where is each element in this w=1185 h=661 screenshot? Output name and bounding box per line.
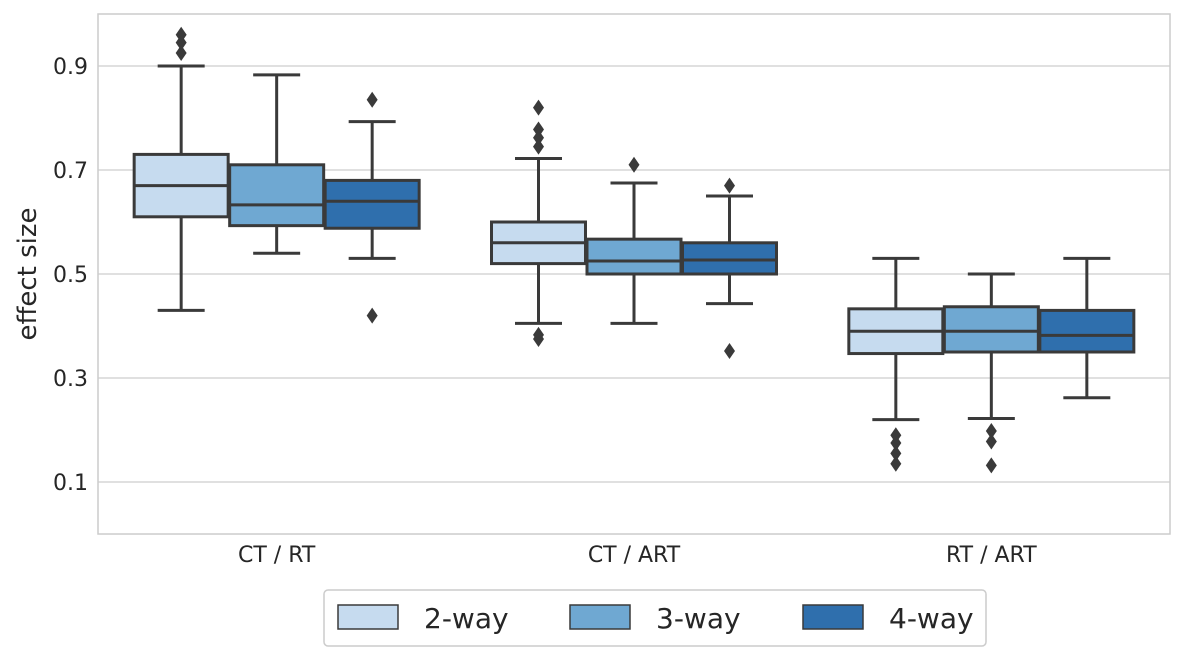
- y-tick-label: 0.1: [53, 471, 88, 496]
- outlier-point: [985, 433, 997, 450]
- legend-label: 2-way: [424, 602, 509, 635]
- outlier-point: [890, 445, 902, 462]
- box-group: [681, 177, 778, 359]
- outlier-point: [533, 121, 544, 138]
- plot-area-frame: [97, 13, 1171, 535]
- outlier-point: [985, 457, 997, 474]
- outlier-point: [724, 177, 735, 194]
- outlier-point: [366, 91, 378, 108]
- outlier-point: [628, 156, 640, 173]
- legend-swatch: [802, 604, 864, 630]
- y-axis-label: effect size: [13, 207, 43, 340]
- y-tick-label: 0.9: [53, 55, 88, 80]
- outlier-point: [175, 26, 187, 43]
- box-group: [132, 26, 230, 312]
- outlier-point: [890, 427, 902, 444]
- box-group: [942, 272, 1040, 474]
- legend: 2-way 3-way 4-way: [323, 589, 987, 647]
- y-tick-label: 0.3: [53, 367, 88, 392]
- box-iqr: [228, 163, 326, 228]
- box-iqr: [323, 178, 421, 230]
- box-group: [228, 73, 326, 255]
- box-group: [585, 156, 683, 325]
- x-axis-categories: CT / RT CT / ART RT / ART: [238, 543, 1037, 568]
- outlier-point: [533, 99, 544, 116]
- legend-label: 4-way: [889, 602, 974, 635]
- boxes: [132, 26, 1136, 474]
- y-tick-label: 0.7: [53, 159, 88, 184]
- box-iqr: [585, 237, 683, 276]
- outlier-point: [985, 423, 997, 440]
- box-group: [1038, 256, 1136, 400]
- outlier-point: [890, 455, 902, 472]
- y-tick-label: 0.5: [53, 263, 88, 288]
- legend-frame: [323, 589, 987, 647]
- box-iqr: [681, 241, 778, 276]
- outlier-point: [533, 129, 544, 146]
- box-group: [490, 99, 587, 347]
- outlier-point: [533, 326, 544, 343]
- box-iqr: [942, 305, 1040, 354]
- box-group: [323, 91, 421, 324]
- x-category-label: RT / ART: [946, 543, 1037, 568]
- outlier-point: [724, 342, 735, 359]
- outlier-point: [175, 45, 187, 61]
- outlier-point: [366, 307, 378, 324]
- legend-label: 3-way: [656, 602, 741, 635]
- y-axis-ticks: 0.1 0.3 0.5 0.7 0.9: [53, 55, 88, 496]
- legend-swatch: [569, 604, 631, 630]
- box-group: [847, 256, 945, 472]
- x-category-label: CT / RT: [238, 543, 316, 568]
- outlier-point: [533, 138, 544, 155]
- legend-swatch: [337, 604, 399, 630]
- box-iqr: [1038, 308, 1136, 354]
- x-category-label: CT / ART: [588, 543, 681, 568]
